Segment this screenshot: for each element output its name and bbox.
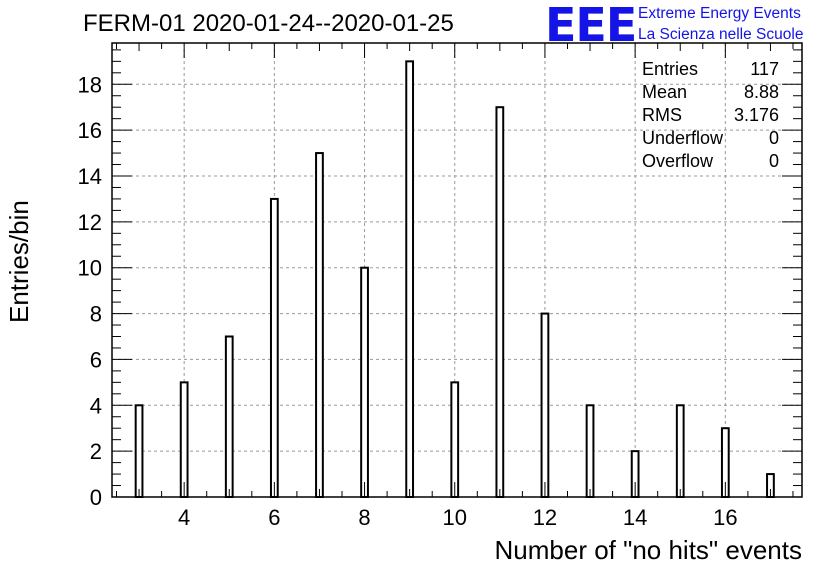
- stat-entries: Entries 117: [642, 58, 779, 81]
- histogram-bar: [675, 404, 685, 499]
- y-tick-label: 6: [90, 347, 102, 372]
- stat-label: Underflow: [642, 128, 724, 148]
- y-tick-label: 16: [78, 118, 102, 143]
- x-tick-label: 4: [178, 505, 190, 530]
- y-tick-label: 18: [78, 72, 102, 97]
- x-tick-label: 14: [623, 505, 647, 530]
- stats-box: Entries 117 Mean 8.88 RMS 3.176 Underflo…: [642, 58, 779, 173]
- x-tick-label: 6: [268, 505, 280, 530]
- y-axis-label: Entries/bin: [4, 200, 34, 323]
- histogram-bars: [134, 60, 775, 499]
- histogram-bar: [540, 312, 550, 498]
- x-tick-label: 16: [713, 505, 737, 530]
- stat-value: 8.88: [743, 82, 779, 102]
- y-tick-label: 12: [78, 210, 102, 235]
- y-axis-label-wrap: Entries/bin: [4, 183, 44, 323]
- y-tick-label: 14: [78, 164, 102, 189]
- histogram-bar: [134, 404, 144, 499]
- tick-labels: 4 6 8 10 12 14 16 0 2 4 6 8 10 12 14 16 18: [78, 72, 738, 530]
- brand-text: Extreme Energy Events La Scienza nelle S…: [638, 3, 803, 45]
- stat-mean: Mean 8.88: [642, 81, 779, 104]
- eee-logo: EEE: [545, 0, 637, 52]
- x-tick-label: 10: [443, 505, 467, 530]
- chart-title: FERM-01 2020-01-24--2020-01-25: [83, 10, 454, 37]
- y-tick-label: 0: [90, 485, 102, 510]
- x-axis-label: Number of "no hits" events: [494, 535, 803, 565]
- y-tick-label: 4: [90, 393, 102, 418]
- x-tick-label: 8: [358, 505, 370, 530]
- histogram-bar: [179, 381, 189, 499]
- stat-overflow: Overflow 0: [642, 150, 779, 173]
- histogram-bar: [315, 152, 324, 498]
- stat-label: Overflow: [642, 151, 714, 171]
- brand-line-1: Extreme Energy Events: [638, 5, 801, 22]
- plot-frame: [111, 42, 803, 498]
- histogram-bar: [585, 404, 595, 499]
- y-tick-label: 8: [90, 302, 102, 327]
- stat-value: 0: [768, 151, 779, 171]
- histogram-bar: [360, 266, 369, 498]
- stat-label: RMS: [642, 105, 682, 125]
- stat-value: 3.176: [733, 105, 779, 125]
- x-tick-label: 12: [533, 505, 557, 530]
- histogram-bar: [450, 381, 460, 499]
- histogram-bar: [269, 197, 279, 498]
- stat-label: Mean: [642, 82, 688, 102]
- histogram-bar: [495, 106, 505, 498]
- stat-label: Entries: [642, 59, 699, 79]
- axes: [111, 42, 803, 498]
- stat-value: 117: [750, 59, 779, 79]
- histogram-bar: [224, 335, 234, 499]
- stat-value: 0: [768, 128, 779, 148]
- stat-rms: RMS 3.176: [642, 104, 779, 127]
- histogram-bar: [405, 60, 415, 498]
- y-tick-label: 10: [78, 256, 102, 281]
- stat-underflow: Underflow 0: [642, 127, 779, 150]
- y-tick-label: 2: [90, 439, 102, 464]
- brand-line-2: La Scienza nelle Scuole: [638, 26, 804, 43]
